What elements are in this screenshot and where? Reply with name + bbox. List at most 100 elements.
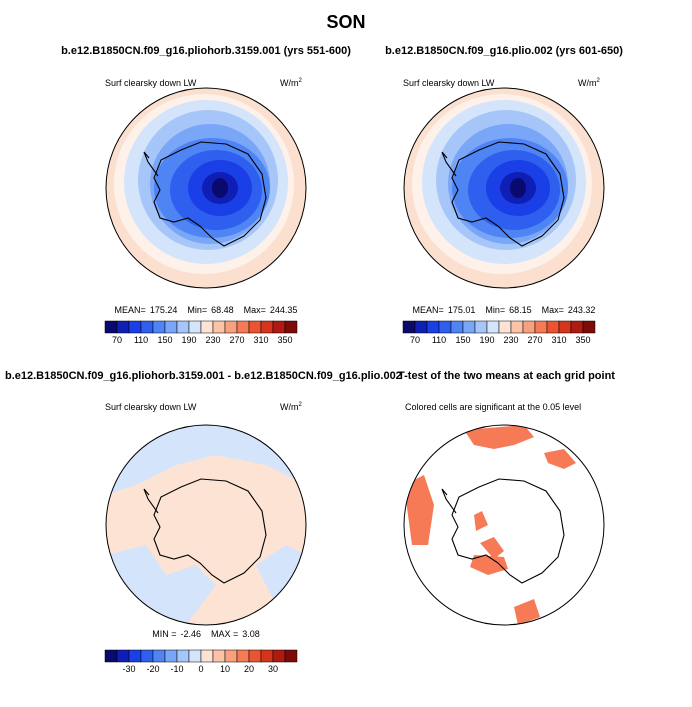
units: W/m2 <box>280 78 303 88</box>
colorbar-box <box>176 320 190 334</box>
stat-label: Max= <box>542 305 564 315</box>
colorbar-label: 20 <box>244 664 254 674</box>
colorbar-box <box>546 320 560 334</box>
stat-label: Min= <box>485 305 505 315</box>
colorbar-box <box>140 320 154 334</box>
units: W/m2 <box>280 402 303 412</box>
stat-value: 175.01 <box>448 305 476 315</box>
units: W/m2 <box>578 78 601 88</box>
colorbar-box <box>582 320 596 334</box>
colorbar-box <box>260 320 274 334</box>
colorbar-label: 10 <box>220 664 230 674</box>
colorbar-box <box>498 320 512 334</box>
colorbar-box <box>570 320 584 334</box>
colorbar-label: 70 <box>112 335 122 345</box>
colorbar-box <box>224 320 238 334</box>
map <box>106 425 306 625</box>
colorbar-label: 230 <box>205 335 220 345</box>
map <box>106 88 306 288</box>
colorbar-box <box>486 320 500 334</box>
stat-label: MAX = <box>211 629 238 639</box>
colorbar-box <box>200 320 214 334</box>
colorbar-label: 310 <box>551 335 566 345</box>
panel-title: b.e12.B1850CN.f09_g16.pliohorb.3159.001 … <box>5 370 402 382</box>
colorbar-box <box>284 320 298 334</box>
colorbar-box <box>236 320 250 334</box>
colorbar-label: 0 <box>198 664 203 674</box>
colorbar-label: 190 <box>479 335 494 345</box>
colorbar-label: 350 <box>575 335 590 345</box>
stat-value: 175.24 <box>150 305 178 315</box>
colorbar-box <box>212 320 226 334</box>
colorbar-box <box>188 320 202 334</box>
colorbar-box <box>152 649 166 663</box>
colorbar-label: 150 <box>455 335 470 345</box>
colorbar-label: 110 <box>134 335 148 345</box>
colorbar-box <box>474 320 488 334</box>
variable: Surf clearsky down LW <box>105 78 197 88</box>
colorbar-box <box>140 649 154 663</box>
stat-label: Min= <box>187 305 207 315</box>
stats: MIN = -2.46 MAX = 3.08 <box>152 629 260 639</box>
colorbar-box <box>128 649 142 663</box>
map-border <box>403 87 605 289</box>
variable: Colored cells are significant at the 0.0… <box>405 402 581 412</box>
colorbar-box <box>558 320 572 334</box>
colorbar-label: 110 <box>432 335 446 345</box>
panel-title: b.e12.B1850CN.f09_g16.plio.002 (yrs 601-… <box>385 45 623 57</box>
stat-value: -2.46 <box>180 629 201 639</box>
colorbar-box <box>164 320 178 334</box>
colorbar-label: 150 <box>157 335 172 345</box>
colorbar-label: 190 <box>181 335 196 345</box>
colorbar-box <box>224 649 238 663</box>
colorbar-box <box>104 320 118 334</box>
units-power: 2 <box>597 78 601 84</box>
colorbar-box <box>188 649 202 663</box>
colorbar-box <box>450 320 464 334</box>
colorbar-box <box>116 649 130 663</box>
colorbar-box <box>272 649 286 663</box>
panel-title: T-test of the two means at each grid poi… <box>398 370 615 382</box>
colorbar-label: 230 <box>503 335 518 345</box>
stat-label: MIN = <box>152 629 176 639</box>
colorbar-label: 270 <box>527 335 542 345</box>
colorbar-box <box>212 649 226 663</box>
map-border <box>105 87 307 289</box>
units-text: W/m <box>280 402 299 412</box>
colorbar-box <box>284 649 298 663</box>
colorbar-box <box>200 649 214 663</box>
colorbar-box <box>272 320 286 334</box>
units-power: 2 <box>299 78 303 84</box>
variable: Surf clearsky down LW <box>105 402 197 412</box>
colorbar-box <box>116 320 130 334</box>
colorbar-label: -10 <box>170 664 183 674</box>
colorbar-label: 70 <box>410 335 420 345</box>
colorbar-box <box>462 320 476 334</box>
stat-label: MEAN= <box>115 305 146 315</box>
units-power: 2 <box>299 402 303 408</box>
stat-value: 3.08 <box>242 629 260 639</box>
colorbar-box <box>534 320 548 334</box>
stats: MEAN= 175.24 Min= 68.48 Max= 244.35 <box>115 305 298 315</box>
colorbar-label: -30 <box>122 664 135 674</box>
colorbar-label: -20 <box>146 664 159 674</box>
colorbar-box <box>414 320 428 334</box>
map <box>404 425 604 625</box>
stat-label: MEAN= <box>413 305 444 315</box>
colorbar-box <box>236 649 250 663</box>
colorbar-box <box>164 649 178 663</box>
colorbar-box <box>510 320 524 334</box>
colorbar-box <box>522 320 536 334</box>
stat-value: 244.35 <box>270 305 298 315</box>
colorbar-label: 270 <box>229 335 244 345</box>
colorbar-box <box>248 320 262 334</box>
main-title: SON <box>326 12 365 32</box>
colorbar-box <box>248 649 262 663</box>
map <box>404 88 604 288</box>
stat-value: 68.15 <box>509 305 532 315</box>
colorbar-box <box>152 320 166 334</box>
variable: Surf clearsky down LW <box>403 78 495 88</box>
stats: MEAN= 175.01 Min= 68.15 Max= 243.32 <box>413 305 596 315</box>
colorbar-box <box>260 649 274 663</box>
